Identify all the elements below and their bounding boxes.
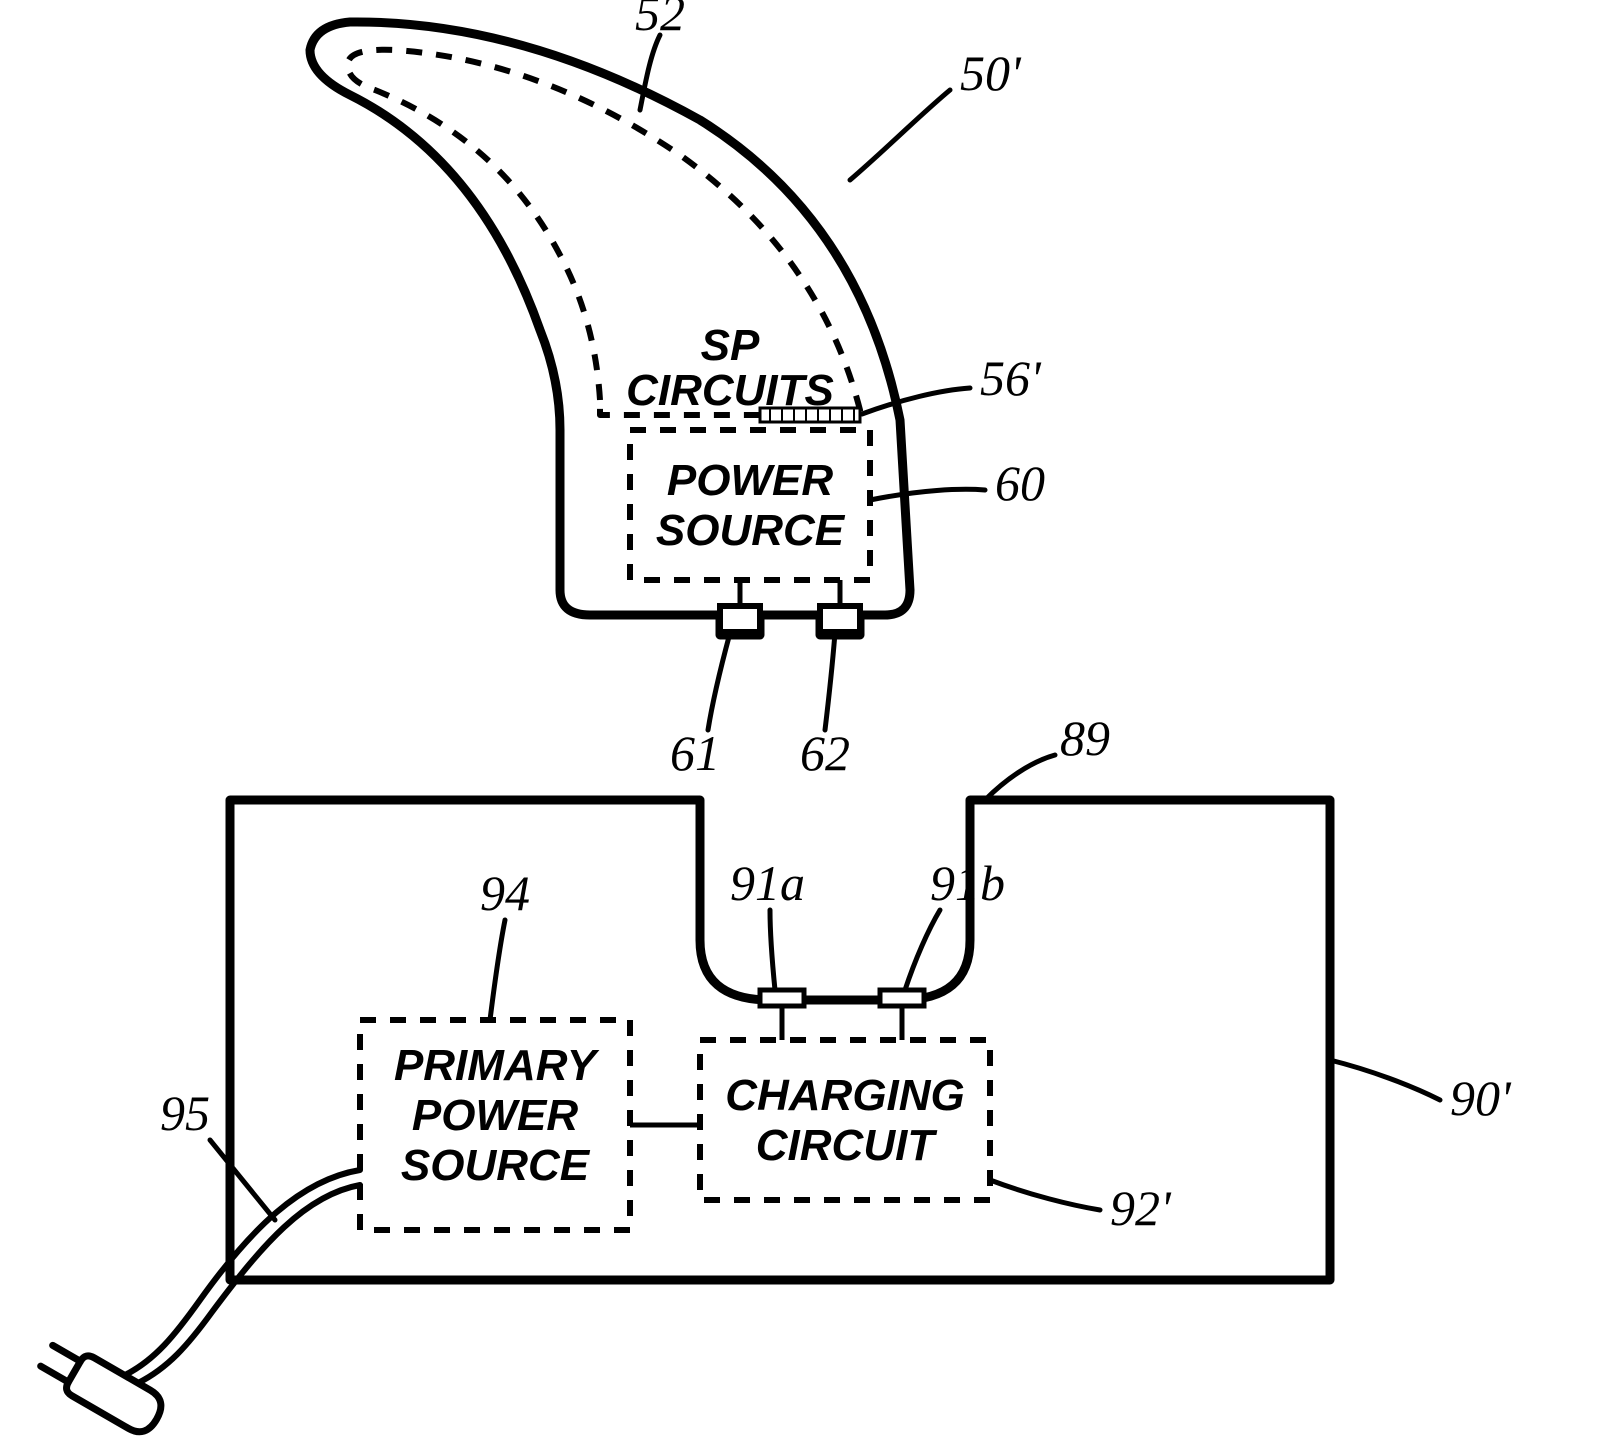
primary-label-3: SOURCE <box>401 1141 591 1190</box>
contact-62 <box>820 606 860 632</box>
contact-91a <box>760 990 804 1006</box>
sp-circuits-label-1: SP <box>701 321 760 370</box>
ref-91a: 91a <box>730 855 805 911</box>
leader-62 <box>825 633 835 730</box>
primary-label-1: PRIMARY <box>394 1041 600 1090</box>
ref-60: 60 <box>995 455 1045 511</box>
power-source-label-1: POWER <box>667 456 833 505</box>
ref-52: 52 <box>635 0 685 41</box>
contact-91b <box>880 990 924 1006</box>
ref-92p: 92' <box>1110 1180 1172 1236</box>
ref-62: 62 <box>800 725 850 781</box>
sp-circuits-label-2: CIRCUITS <box>626 366 834 415</box>
ref-89: 89 <box>1060 710 1110 766</box>
ref-56p: 56' <box>980 350 1042 406</box>
leader-90p <box>1330 1060 1440 1100</box>
ref-94: 94 <box>480 865 530 921</box>
primary-label-2: POWER <box>412 1091 578 1140</box>
contact-61 <box>720 606 760 632</box>
leader-89 <box>985 755 1055 800</box>
leader-91b <box>905 910 940 990</box>
power-plug <box>36 1337 168 1439</box>
charging-circuit-box <box>700 1040 990 1200</box>
charging-label-1: CHARGING <box>725 1071 965 1120</box>
ref-50p: 50' <box>960 45 1022 101</box>
ref-91b: 91b <box>930 855 1005 911</box>
leader-50p <box>850 90 950 180</box>
power-source-label-2: SOURCE <box>656 506 846 555</box>
leader-61 <box>708 633 730 730</box>
ref-95: 95 <box>160 1085 210 1141</box>
ref-61: 61 <box>670 725 720 781</box>
ref-90p: 90' <box>1450 1070 1512 1126</box>
leader-91a <box>770 910 775 990</box>
power-source-box <box>630 430 870 580</box>
charging-label-2: CIRCUIT <box>756 1121 938 1170</box>
